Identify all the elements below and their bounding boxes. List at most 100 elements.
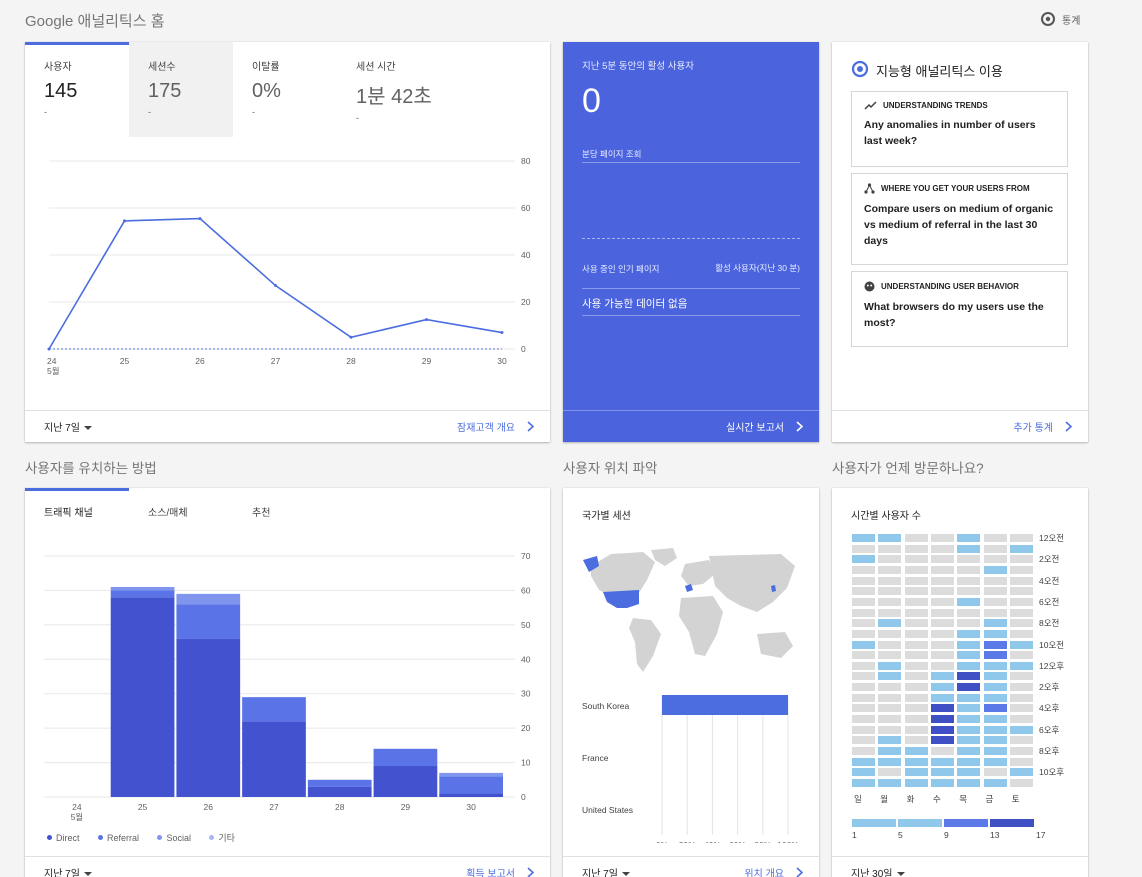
hour-label: 8오전 [1039,618,1060,629]
heatmap-cell [852,768,875,777]
heatmap-cell [904,608,928,617]
legend-scale-label: 17 [1036,830,1046,840]
legend-scale-segment [990,819,1034,827]
x-tick-label: 26 [195,356,205,366]
hour-label: 2오전 [1039,554,1060,565]
insight-card-trends[interactable]: UNDERSTANDING TRENDS Any anomalies in nu… [851,91,1068,167]
insight-heading: UNDERSTANDING USER BEHAVIOR [881,282,1019,291]
x-tick-label: 25 [120,356,130,366]
heatmap-cell [957,565,981,574]
insight-card-behavior[interactable]: UNDERSTANDING USER BEHAVIOR What browser… [851,271,1068,347]
heatmap-cell [1009,736,1033,745]
heatmap-cell [983,693,1007,702]
heatmap-cell [904,555,928,564]
intelligence-icon [851,60,869,78]
data-point [349,335,353,339]
insight-card-sources[interactable]: WHERE YOU GET YOUR USERS FROM Compare us… [851,173,1068,265]
realtime-footer: 실시간 보고서 [563,410,819,442]
y-tick-label: 70 [521,551,531,561]
audience-overview-link[interactable]: 잠재고객 개요 [457,419,534,434]
overview-card: 사용자 145 - 세션수 175 - 이탈률 0% - 세션 시간 1분 42… [25,42,550,442]
date-range-dropdown[interactable]: 지난 7일 [582,865,630,877]
heatmap-cell [930,608,954,617]
legend-swatch [97,835,103,840]
date-range-label: 지난 30일 [851,869,893,877]
heatmap-cell [983,576,1007,585]
active-users-header: 활성 사용자(지난 30 분) [715,263,800,273]
heatmap-cell [852,555,875,564]
tab-bounce-rate[interactable]: 이탈률 0% - [233,42,337,137]
heatmap-cell [904,629,928,638]
heatmap-cell [852,715,875,724]
x-tick-label: 27 [269,802,279,812]
heatmap-cell [878,704,902,713]
bar-direct [110,597,175,797]
data-point [500,331,504,335]
tab-session-duration[interactable]: 세션 시간 1분 42초 - [337,42,487,137]
pageviews-baseline [582,238,800,239]
heatmap-cell [1009,640,1033,649]
heatmap-cell [957,704,981,713]
heatmap-cell [930,778,954,787]
heatmap-cell [957,715,981,724]
heatmap-cell [904,640,928,649]
date-range-dropdown[interactable]: 지난 7일 [44,419,92,434]
heatmap-cell [1009,757,1033,766]
heatmap-cell [930,736,954,745]
bar-referral [242,697,306,722]
heatmap-cell [878,661,902,670]
heatmap-cell [983,704,1007,713]
map-australia [757,632,793,658]
chevron-right-icon [796,421,803,432]
insights-label: 통계 [1062,15,1081,27]
date-range-dropdown[interactable]: 지난 30일 [851,865,905,877]
time-card: 시간별 사용자 수 12오전 2오전 4오전 6오전 8오전 10오전 12오후 2오후 4오후… [832,488,1088,877]
location-overview-link[interactable]: 위치 개요 [744,865,803,877]
heatmap-cell [1009,587,1033,596]
day-label: 수 [932,794,941,804]
session-duration-value: 1분 42초 [356,86,432,108]
trending-up-icon [864,101,877,110]
heatmap-cell [1009,651,1033,660]
hour-label: 8오후 [1039,746,1060,756]
heatmap-cell [1009,565,1033,574]
heatmap-cell [1009,544,1033,553]
heatmap-cell [878,587,902,596]
acquisition-report-link[interactable]: 획득 보고서 [466,865,534,877]
heatmap-cell [878,747,902,755]
insight-question: Any anomalies in number of users last we… [864,119,1036,147]
acquisition-bar-chart: 0 10 20 30 40 50 60 70 24 25 26 27 28 29 30 5월 [44,551,531,822]
more-insights-link[interactable]: 추가 통계 [1013,419,1072,434]
acquisition-footer: 지난 7일 획득 보고서 [25,856,550,877]
chevron-right-icon [527,421,534,432]
tab-referral[interactable]: 추천 [252,508,271,519]
tab-active-indicator [25,488,129,491]
tab-sessions[interactable]: 세션수 175 - [129,42,233,137]
date-range-dropdown[interactable]: 지난 7일 [44,865,92,877]
heatmap-cell [983,587,1007,596]
realtime-report-link[interactable]: 실시간 보고서 [726,419,803,434]
legend-scale-segment [852,819,896,827]
heatmap-cell [957,555,981,564]
heatmap-cell [957,640,981,649]
tab-users[interactable]: 사용자 145 - [25,42,129,137]
tab-traffic-channel[interactable]: 트래픽 채널 [44,508,93,519]
heatmap-cell [1009,619,1033,628]
tab-label: 세션수 [148,62,176,73]
heatmap-cell [983,778,1007,787]
heatmap-cell [957,619,981,628]
insights-button[interactable]: 통계 [1040,11,1080,27]
heatmap-cell [957,672,981,681]
data-point [47,347,51,351]
heatmap-cell [904,683,928,692]
tab-label: 사용자 [44,62,72,73]
x-tick-label: 29 [401,802,411,812]
insight-heading: WHERE YOU GET YOUR USERS FROM [881,184,1030,193]
map-europe [681,560,715,586]
bar-referral [439,776,503,794]
bar-direct [242,721,306,797]
x-tick-label: 24 [72,802,82,812]
tab-source-medium[interactable]: 소스/매체 [148,508,188,519]
heatmap-cell [904,768,928,777]
hour-label: 6오전 [1039,596,1060,607]
